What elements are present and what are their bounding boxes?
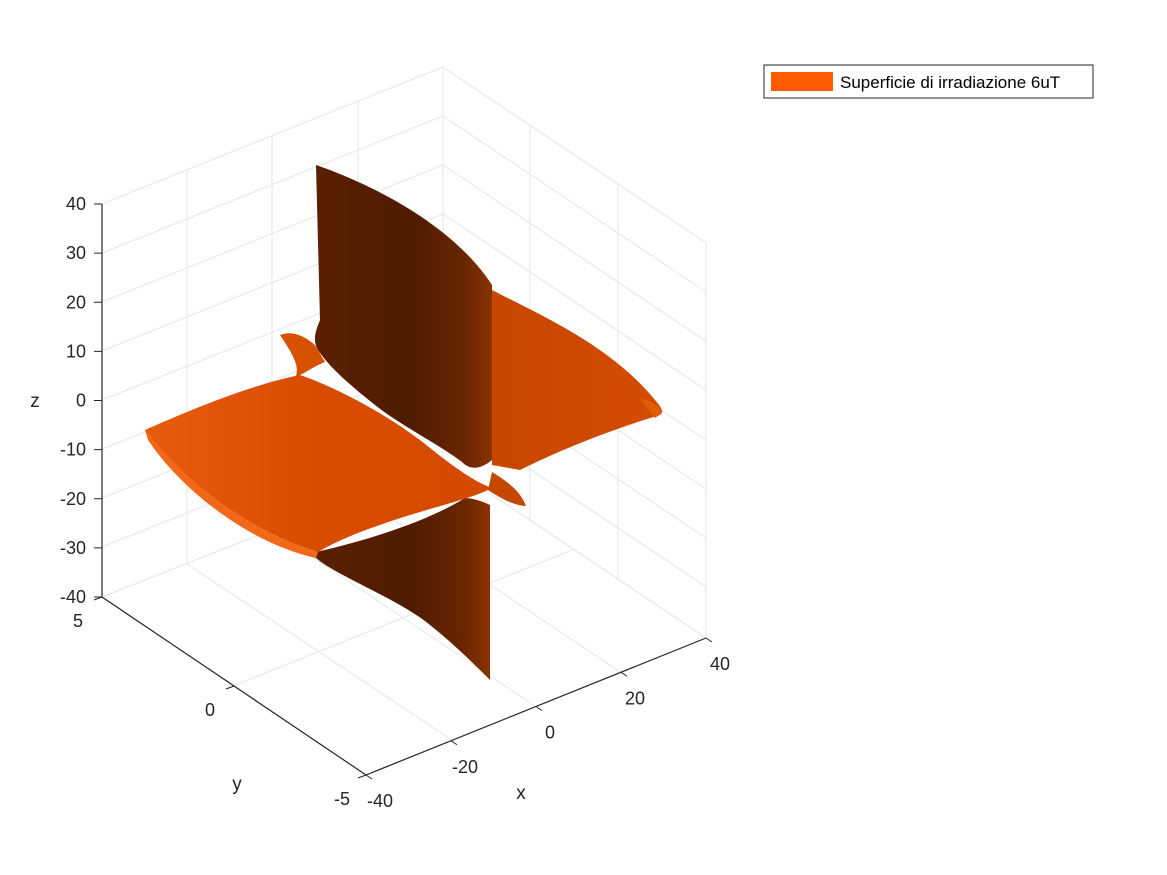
z-tick-label: 40 [66,194,86,214]
surface-left-horizontal-wing [145,375,492,552]
x-tick-label: 40 [710,654,730,674]
x-tick-label: -40 [367,791,393,811]
x-axis-label: x [516,783,526,804]
surface-right-wing-edge [640,398,662,418]
z-tick-label: -30 [60,538,86,558]
z-tick-label: 30 [66,243,86,263]
x-tick-label: -20 [452,757,478,777]
y-axis-label: y [232,774,242,795]
y-tick-mark [357,774,367,779]
x-tick-mark [535,706,543,711]
surface-lower-tab [488,472,526,506]
z-tick-label: 10 [66,341,86,361]
z-axis-label: z [30,391,40,412]
y-tick-mark [93,596,103,601]
z-tick-label: 20 [66,292,86,312]
y-ticks: -5 0 5 [73,596,367,809]
y-tick-mark [225,685,235,690]
z-tick-label: -10 [60,440,86,460]
x-ticks: -40 -20 0 20 40 [365,637,730,811]
y-tick-label: 5 [73,611,83,631]
irradiation-surface [145,165,663,680]
z-tick-label: -40 [60,587,86,607]
x-tick-mark [620,671,628,677]
y-tick-label: 0 [205,700,215,720]
x-tick-mark [450,740,458,746]
legend-swatch [771,72,833,91]
surface-upper-vertical-wing [314,165,492,468]
z-tick-label: 0 [76,391,86,411]
x-tick-mark [705,637,713,643]
surface-lower-vertical-wing [316,498,490,680]
z-ticks: -40 -30 -20 -10 0 10 20 30 40 [60,194,102,607]
x-tick-mark [365,774,373,780]
z-tick-label: -20 [60,489,86,509]
x-tick-label: 0 [545,723,555,743]
y-tick-label: -5 [334,789,350,809]
legend-entry-label: Superficie di irradiazione 6uT [840,73,1060,92]
surface-upper-tab [280,333,325,377]
x-tick-label: 20 [625,688,645,708]
surface-right-horizontal-wing [492,290,663,470]
legend: Superficie di irradiazione 6uT [763,64,1094,99]
